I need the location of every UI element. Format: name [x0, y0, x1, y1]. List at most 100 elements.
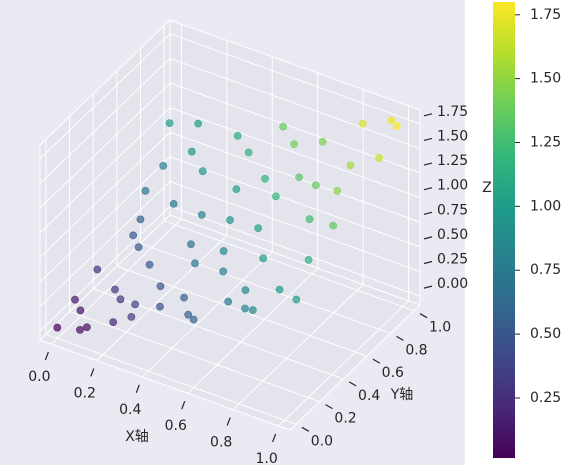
grid-line	[187, 267, 319, 394]
colorbar-tick-label: 1.00	[530, 198, 561, 214]
point	[226, 216, 234, 224]
z-tick-label: 1.50	[437, 128, 468, 144]
grid-line	[169, 131, 421, 223]
point	[346, 161, 355, 170]
point	[187, 147, 196, 156]
tick-mark	[372, 358, 381, 364]
grid-line	[39, 205, 171, 332]
grid-line	[39, 58, 171, 184]
colorbar-tick-label: 0.50	[530, 326, 561, 342]
grid-line	[39, 33, 171, 160]
grid-line	[169, 107, 421, 199]
point	[136, 215, 145, 224]
point	[159, 162, 168, 170]
point	[184, 310, 193, 319]
x-tick-label: 1.0	[256, 451, 278, 465]
tick-mark	[423, 187, 433, 191]
grid-line	[116, 265, 367, 357]
point	[312, 181, 320, 190]
z-axis-label: Z	[482, 180, 492, 196]
tick-mark	[272, 433, 277, 443]
panes	[39, 18, 421, 431]
point	[375, 154, 383, 162]
point	[83, 323, 91, 332]
point	[248, 306, 257, 315]
point	[333, 186, 342, 195]
point	[194, 119, 203, 128]
x-tick-label: 0.6	[165, 418, 187, 434]
point	[76, 325, 84, 334]
point	[292, 295, 301, 304]
tick-mark	[423, 260, 433, 265]
grid-line	[232, 284, 364, 410]
point	[198, 167, 207, 176]
colorbar-tick-label: 0.75	[530, 262, 561, 278]
point	[219, 247, 228, 255]
x-tick-label: 0.2	[74, 385, 96, 401]
y-axis-label: Y轴	[390, 387, 414, 403]
point	[241, 304, 249, 313]
tick-mark	[348, 381, 357, 387]
tick-mark	[301, 426, 310, 432]
point	[116, 295, 125, 304]
point	[169, 199, 178, 208]
tick-mark	[423, 113, 433, 117]
y-tick-label: 0.2	[334, 411, 356, 427]
grid-line	[169, 57, 421, 149]
point	[76, 306, 85, 315]
x-axis-label: X轴	[125, 429, 149, 445]
colorbar-tick-label: 1.75	[530, 7, 561, 23]
tick-mark	[423, 137, 433, 141]
point	[241, 286, 250, 295]
tick-mark	[423, 162, 433, 166]
y-tick-label: 1.0	[429, 320, 451, 336]
point	[134, 243, 143, 252]
point	[93, 265, 102, 274]
point	[131, 300, 139, 309]
point	[191, 259, 199, 268]
y-tick-label: 0.0	[311, 433, 333, 449]
point	[304, 256, 313, 264]
x-tick-label: 0.4	[119, 402, 141, 418]
z-tick-label: 1.75	[437, 104, 468, 120]
point	[392, 122, 401, 131]
colorbar-tick-label: 1.25	[530, 135, 561, 151]
point	[275, 285, 284, 294]
point	[358, 119, 367, 128]
tick-mark	[226, 417, 231, 426]
point	[165, 119, 174, 128]
grid-line	[169, 205, 421, 297]
point	[180, 293, 188, 302]
grid-line	[39, 131, 171, 258]
tick-mark	[423, 211, 433, 215]
point	[141, 186, 150, 195]
grid-line	[51, 218, 182, 345]
point	[187, 240, 195, 249]
grid-line	[278, 300, 409, 427]
z-tick-label: 0.50	[437, 227, 468, 243]
grid-line	[163, 220, 415, 312]
point	[145, 260, 154, 269]
tick-mark	[44, 351, 49, 361]
grid-line	[39, 82, 171, 209]
colorbar-tick-label: 1.50	[530, 71, 561, 87]
grid-line	[141, 251, 273, 378]
grid-line	[45, 333, 297, 425]
point	[279, 122, 288, 131]
point	[244, 148, 253, 157]
grid-line	[169, 156, 421, 248]
x-tick-label: 0.0	[28, 369, 50, 385]
point	[318, 137, 327, 146]
points	[53, 116, 401, 334]
colorbar-tick-label: 0.25	[530, 390, 561, 406]
point	[111, 285, 119, 294]
point	[156, 302, 164, 311]
z-tick-label: 1.00	[437, 178, 468, 194]
point	[259, 254, 268, 263]
point	[109, 318, 118, 327]
grid-line	[169, 33, 421, 125]
grid-line	[96, 235, 228, 361]
z-tick-label: 0.00	[437, 276, 468, 292]
